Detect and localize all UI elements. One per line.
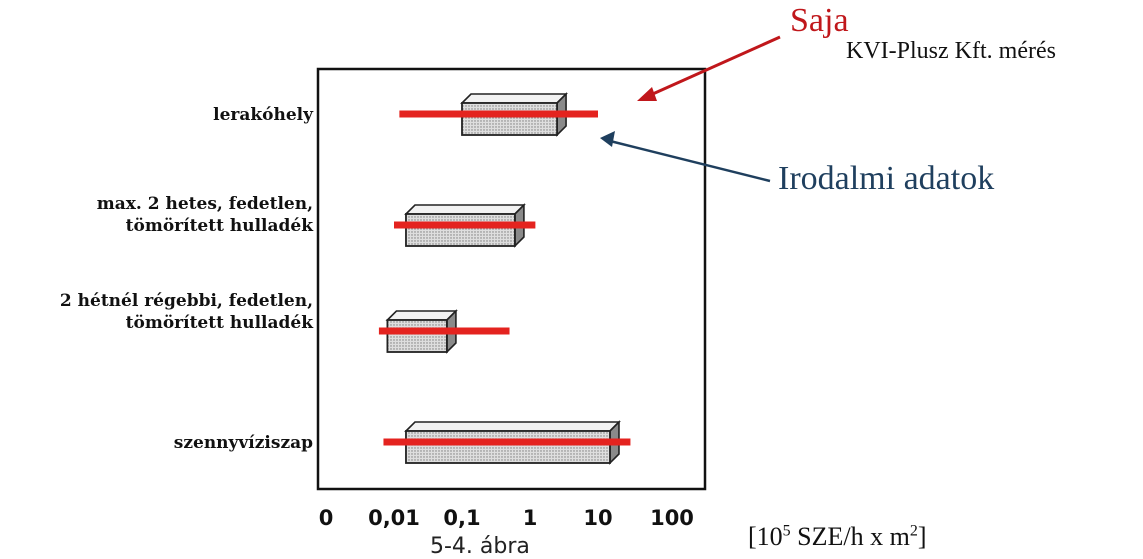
literature-range-box xyxy=(460,92,568,137)
x-tick-label: 0,01 xyxy=(368,506,420,530)
literature-arrow-head xyxy=(600,131,615,147)
literature-data-label: Irodalmi adatok xyxy=(778,160,995,197)
saja-label: Saja xyxy=(790,2,849,39)
measurement-arrow xyxy=(645,35,781,99)
x-tick-label: 0,1 xyxy=(443,506,481,530)
plot-frame xyxy=(316,67,707,491)
literature-arrow xyxy=(609,139,771,183)
chart-plot xyxy=(316,35,781,491)
category-label: lerakóhely xyxy=(213,105,313,125)
x-tick-label: 1 xyxy=(522,506,538,530)
category-label: szennyvíziszap xyxy=(173,433,313,453)
x-tick-label: 100 xyxy=(650,506,694,530)
x-tick-label: 10 xyxy=(583,506,613,530)
literature-range-box xyxy=(385,309,458,354)
measurement-arrow-head xyxy=(637,87,657,101)
x-axis-unit: [105 SZE/h x m2] xyxy=(748,522,927,551)
figure-caption: 5-4. ábra xyxy=(430,534,530,559)
kvi-measurement-label: KVI-Plusz Kft. mérés xyxy=(842,38,1062,65)
category-label: 2 hétnél régebbi, fedetlen, tömörített hu… xyxy=(59,291,313,333)
x-tick-label: 0 xyxy=(318,506,334,530)
category-label: max. 2 hetes, fedetlen, tömörített hullad… xyxy=(96,194,313,236)
literature-range-box xyxy=(404,420,621,465)
